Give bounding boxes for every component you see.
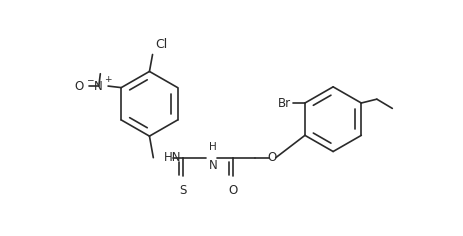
- Text: HN: HN: [164, 151, 181, 164]
- Text: Cl: Cl: [155, 38, 167, 51]
- Text: N: N: [94, 80, 102, 93]
- Text: +: +: [104, 76, 112, 84]
- Text: N: N: [209, 159, 218, 172]
- Text: O: O: [75, 80, 84, 93]
- Text: O: O: [267, 151, 276, 164]
- Text: −: −: [86, 76, 93, 84]
- Text: H: H: [209, 142, 216, 152]
- Text: O: O: [228, 184, 237, 197]
- Text: Br: Br: [277, 97, 290, 110]
- Text: S: S: [179, 184, 186, 197]
